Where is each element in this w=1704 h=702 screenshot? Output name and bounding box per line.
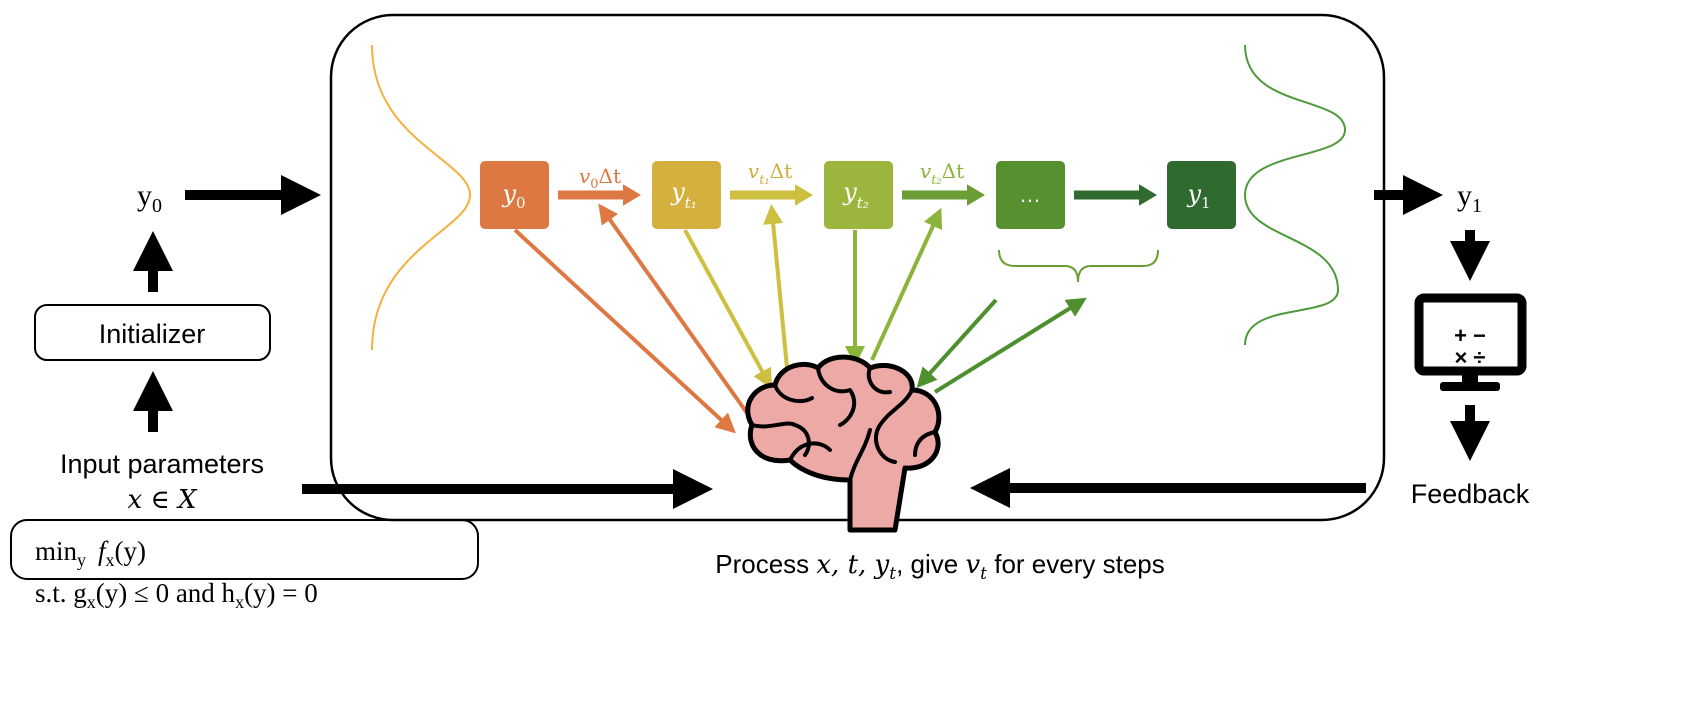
state-box-ellipsis: …: [996, 161, 1065, 229]
svg-text:× ÷: × ÷: [1454, 345, 1485, 370]
svg-text:yt₂: yt₂: [842, 178, 869, 212]
brain-to-ellipsis-arrow: [933, 297, 1087, 394]
yt1-to-brain-arrow: [683, 229, 772, 390]
state-box-yt1: yt₁: [652, 161, 721, 229]
y1-output-label: y1: [1457, 179, 1482, 217]
initializer-box: [34, 304, 271, 361]
brain-caption: Process x, t, yt, give vt for every step…: [715, 549, 1165, 584]
ellipsis-bracket: [998, 249, 1159, 283]
start-distribution-curve: [371, 44, 472, 351]
optimization-problem-text: miny fx(y) s.t. gx(y) ≤ 0 and hx(y) = 0: [35, 536, 318, 612]
brain-to-vt2-arrow: [870, 207, 943, 361]
y0-to-brain-arrow: [513, 228, 736, 434]
brain-icon: [745, 354, 942, 533]
step-label-1: vt₁Δt: [748, 159, 792, 188]
initializer-label: Initializer: [99, 319, 206, 349]
input-parameters-label: Input parameters: [60, 449, 264, 479]
brain-to-vt1-arrow: [763, 204, 790, 379]
ellipsis-to-brain-arrow: [916, 298, 998, 388]
step-label-0: v0Δt: [579, 164, 621, 192]
feedback-label: Feedback: [1411, 479, 1530, 509]
state-box-y0: y0: [480, 161, 549, 229]
svg-text:y0: y0: [501, 180, 525, 212]
state-box-y1: y1: [1167, 161, 1236, 229]
input-set-label: x ∈ X: [128, 485, 198, 515]
svg-text:…: …: [1019, 182, 1041, 207]
y0-input-label: y0: [137, 179, 162, 217]
svg-text:s.t. gx(y) ≤ 0 and hx(y) = 0: s.t. gx(y) ≤ 0 and hx(y) = 0: [35, 578, 318, 612]
svg-text:+ −: + −: [1454, 323, 1486, 348]
brain-to-v0-arrow: [598, 203, 754, 422]
state-box-yt2: yt₂: [824, 161, 893, 229]
svg-text:yt₁: yt₁: [670, 178, 697, 212]
end-distribution-curve: [1243, 44, 1347, 346]
optimization-problem-box: [10, 519, 479, 580]
calculator-monitor-icon: + − × ÷: [1414, 293, 1527, 391]
svg-text:y1: y1: [1186, 180, 1210, 212]
step-label-2: vt₂Δt: [920, 159, 964, 188]
